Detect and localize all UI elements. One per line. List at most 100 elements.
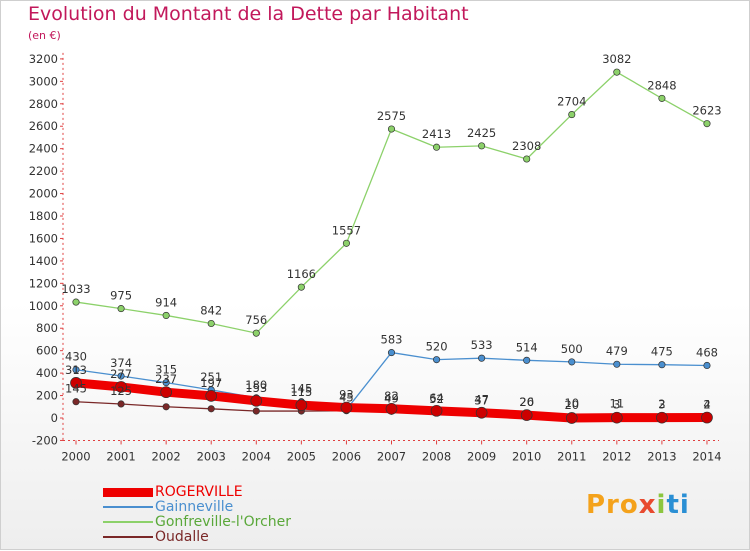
data-point (162, 403, 170, 411)
data-point (297, 283, 305, 291)
data-label: 583 (381, 333, 403, 347)
x-tick-label: 2000 (61, 449, 90, 463)
legend-label: Gonfreville-l'Orcher (155, 514, 292, 530)
data-label: 47 (474, 393, 489, 407)
x-tick-label: 2002 (151, 449, 180, 463)
legend-swatch (103, 521, 153, 523)
y-tick-label: 1200 (29, 276, 58, 290)
data-point (478, 354, 486, 362)
x-tick-label: 2007 (377, 449, 406, 463)
data-label: 1166 (287, 267, 316, 281)
x-tick-label: 2005 (287, 449, 316, 463)
legend-label: ROGERVILLE (155, 484, 243, 500)
data-label: 2 (703, 397, 710, 411)
data-label: 115 (290, 385, 312, 399)
data-label: 514 (516, 340, 538, 354)
y-tick-label: 2400 (29, 142, 58, 156)
data-label: 49 (384, 391, 399, 405)
data-point (252, 407, 260, 415)
data-label: 125 (110, 384, 132, 398)
y-tick-label: 1800 (29, 209, 58, 223)
data-point (523, 155, 531, 163)
x-tick-label: 2011 (557, 449, 586, 463)
data-label: 251 (200, 370, 222, 384)
logo-part: i (656, 490, 667, 520)
data-label: 20 (564, 398, 579, 412)
data-label: 82 (384, 389, 399, 403)
data-label: 2848 (647, 78, 676, 92)
y-tick-label: 400 (36, 366, 58, 380)
legend-label: Gainneville (155, 499, 234, 515)
data-label: 315 (155, 363, 177, 377)
legend-swatch (103, 487, 153, 497)
data-label: 37 (474, 393, 489, 407)
y-tick-label: 2200 (29, 164, 58, 178)
x-tick-label: 2008 (422, 449, 451, 463)
data-point (342, 239, 350, 247)
data-point (207, 405, 215, 413)
data-label: 842 (200, 304, 222, 318)
legend-label: Oudalle (155, 529, 209, 545)
data-point (70, 377, 82, 389)
data-label: 153 (245, 381, 267, 395)
proxiti-logo: Proxiti (586, 490, 690, 520)
data-point (475, 406, 488, 419)
data-point (205, 390, 218, 402)
data-point (250, 394, 263, 407)
data-point (295, 399, 308, 411)
data-label: 533 (471, 338, 493, 352)
data-label: 2575 (377, 109, 406, 123)
chart-unit: (en €) (28, 29, 61, 42)
y-tick-label: 2600 (29, 119, 58, 133)
data-label: 914 (155, 295, 177, 309)
logo-part: Pro (586, 490, 639, 520)
data-label: 3 (613, 398, 620, 412)
y-tick-label: 0 (51, 411, 58, 425)
data-label: 430 (65, 350, 87, 364)
data-label: 10 (564, 396, 579, 410)
y-tick-label: 600 (36, 344, 58, 358)
data-point (701, 411, 713, 424)
data-label: 2704 (557, 95, 586, 109)
x-tick-label: 2003 (197, 449, 226, 463)
x-tick-label: 2009 (467, 449, 496, 463)
data-label: 520 (426, 340, 448, 354)
data-point (656, 411, 668, 424)
data-label: 2425 (467, 126, 496, 140)
data-point (658, 94, 666, 102)
data-point (387, 349, 396, 357)
data-point (613, 360, 621, 368)
data-point (703, 361, 711, 370)
y-tick-label: 800 (36, 321, 58, 335)
y-tick-label: 2000 (29, 187, 58, 201)
data-point (117, 400, 125, 408)
data-label: 277 (110, 367, 132, 381)
data-point (207, 319, 215, 328)
y-tick-label: 1000 (29, 299, 58, 313)
data-label: 313 (65, 363, 87, 377)
y-tick-label: 1600 (29, 231, 58, 245)
data-label: 1557 (332, 223, 361, 237)
x-tick-label: 2014 (692, 449, 721, 463)
axes: -200 0 200 400 600 800 1000 1200 1400 1600 1800 200… (29, 52, 722, 464)
x-tick-label: 2010 (512, 449, 541, 463)
data-label: 20 (519, 395, 534, 409)
data-point (568, 111, 576, 119)
y-tick-label: 2800 (29, 97, 58, 111)
data-point (385, 402, 398, 415)
x-tick-label: 2006 (332, 449, 361, 463)
chart-title: Evolution du Montant de la Dette par Hab… (28, 3, 469, 25)
data-point (433, 356, 441, 364)
x-tick-label: 2013 (647, 449, 676, 463)
data-label: 180 (245, 378, 267, 392)
data-label: 2308 (512, 139, 541, 153)
data-label: 197 (200, 376, 222, 390)
x-tick-label: 2012 (602, 449, 631, 463)
data-label: 237 (155, 372, 177, 386)
data-point (523, 356, 531, 364)
data-label: 500 (561, 342, 583, 356)
data-point (117, 372, 125, 380)
data-point (162, 311, 170, 319)
